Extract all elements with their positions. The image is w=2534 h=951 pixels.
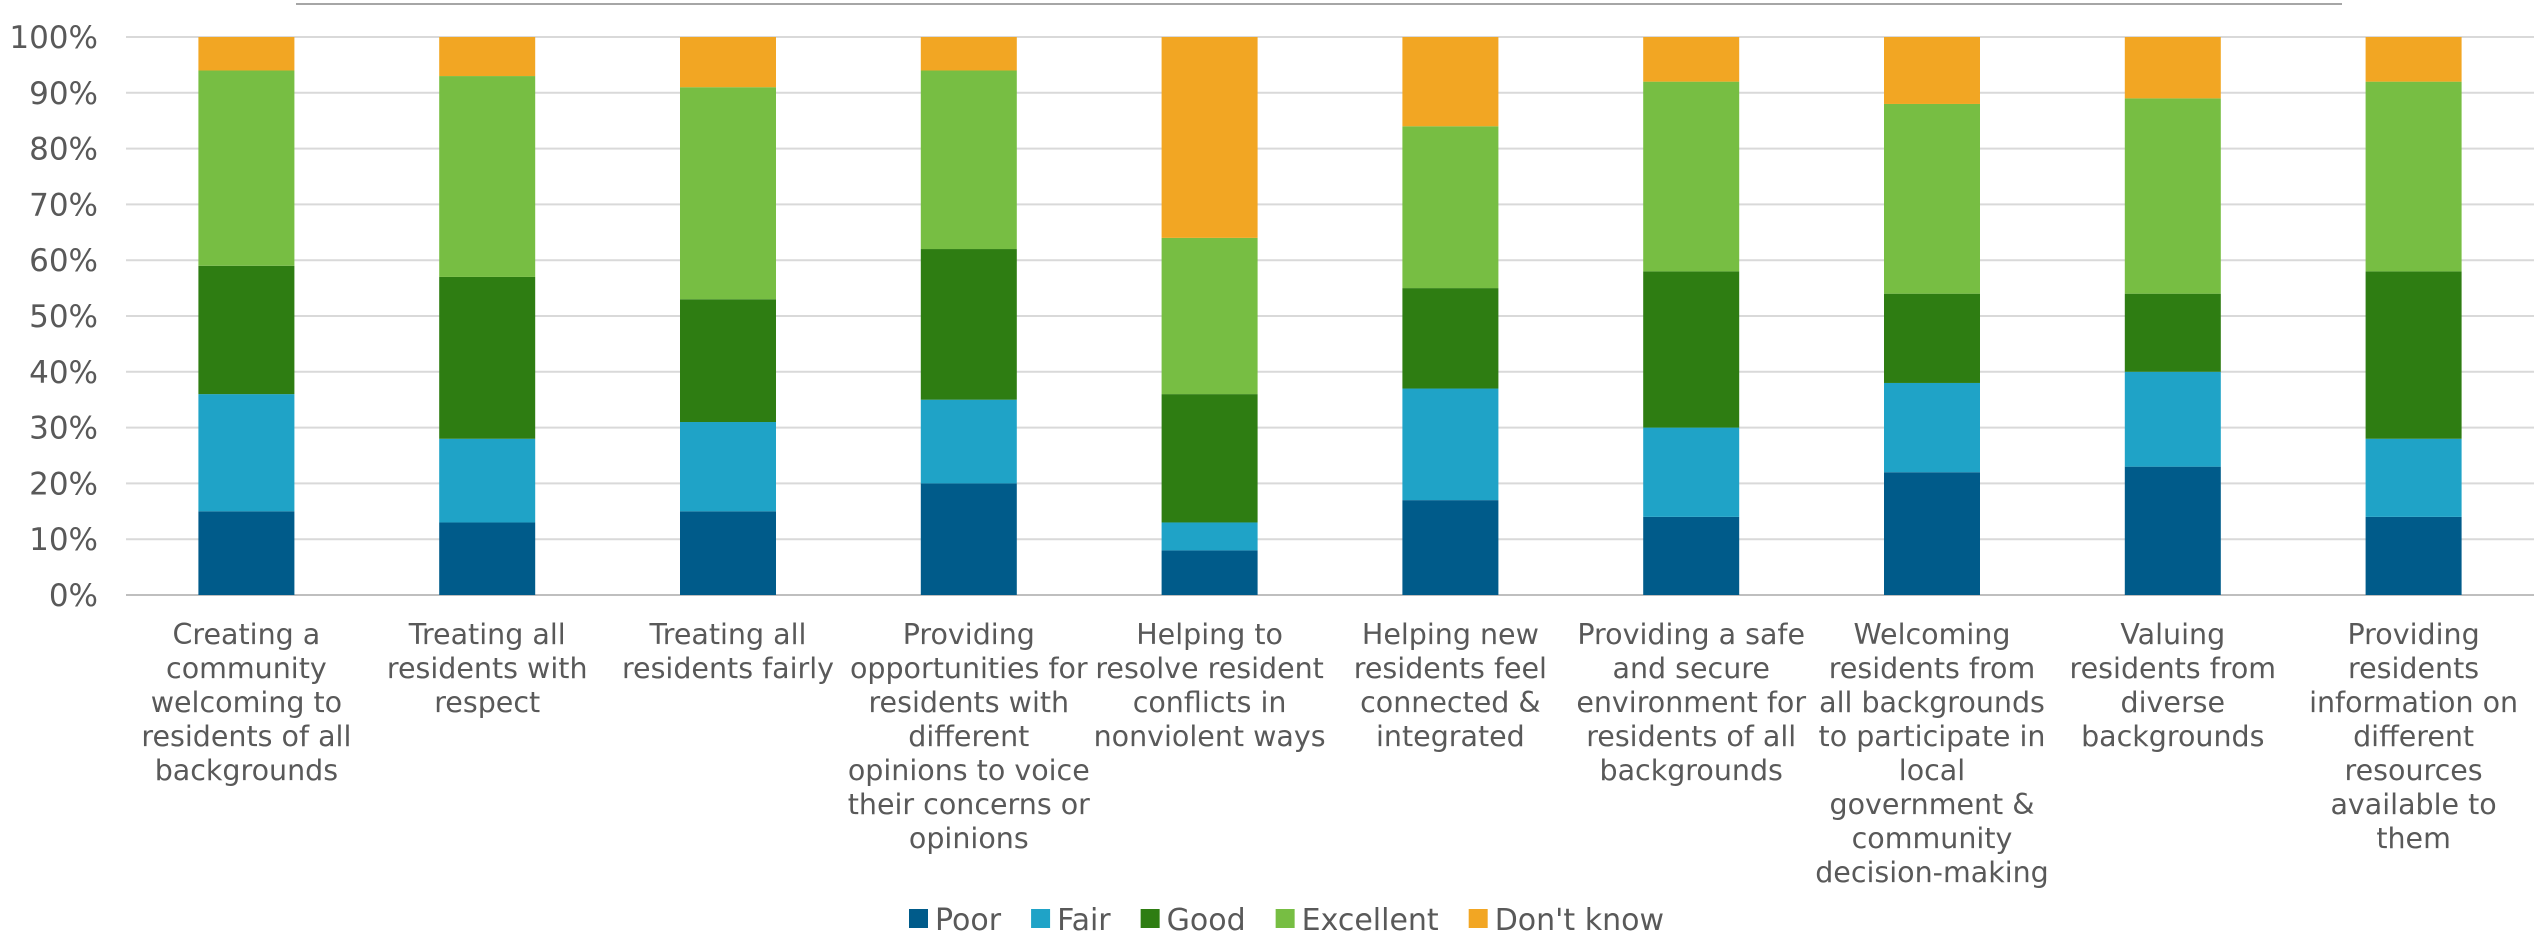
bar-segment xyxy=(920,70,1017,250)
x-tick-label: Treating all residents with respect xyxy=(387,618,588,719)
legend-label: Excellent xyxy=(1302,903,1439,938)
bar-segment xyxy=(920,249,1017,400)
x-tick-label: Valuing residents from diverse backgrounds xyxy=(2070,618,2277,753)
bar-segment xyxy=(1884,103,1980,294)
bar-segment xyxy=(439,76,536,277)
bar-segment xyxy=(1161,550,1258,595)
bar-segment xyxy=(439,276,536,439)
bar-segment xyxy=(1884,37,1980,104)
x-tick-label: Helping new residents feel connected & inte… xyxy=(1354,618,1547,753)
bar-segment xyxy=(2124,37,2221,99)
bar-segment xyxy=(680,422,776,512)
legend-swatch xyxy=(909,909,928,928)
bar-segment xyxy=(2365,516,2462,595)
y-tick-label: 60% xyxy=(29,243,98,279)
legend: Poor Fair Good Excellent Don't know xyxy=(909,903,1664,938)
y-tick-label: 100% xyxy=(9,20,98,56)
bar-segment xyxy=(198,511,295,595)
bars xyxy=(198,37,2462,595)
y-tick-label: 90% xyxy=(29,76,98,112)
y-tick-label: 50% xyxy=(29,299,98,335)
y-tick-label: 80% xyxy=(29,132,98,168)
bar-segment xyxy=(1643,271,1740,428)
legend-label: Fair xyxy=(1057,903,1111,938)
bar-segment xyxy=(1161,394,1258,523)
bar-segment xyxy=(198,265,295,395)
bar-segment xyxy=(680,299,776,423)
bar-segment xyxy=(2365,81,2462,272)
bar-segment xyxy=(439,37,536,77)
bar-segment xyxy=(1161,522,1258,551)
y-axis-ticks: 0% 10% 20% 30% 40% 50% 60% 70% 80% 90% 100% xyxy=(9,20,98,614)
bar-segment xyxy=(1643,37,1740,82)
legend-label: Good xyxy=(1167,903,1246,938)
bar-segment xyxy=(680,37,776,88)
x-tick-label: Providing residents information on differen… xyxy=(2309,618,2518,855)
bar-segment xyxy=(2124,371,2221,467)
bar-segment xyxy=(1643,516,1740,595)
bar-segment xyxy=(1884,472,1980,595)
x-tick-label: Providing opportunities for residents with… xyxy=(848,618,1090,855)
legend-swatch xyxy=(1275,909,1295,928)
bar-segment xyxy=(2124,466,2221,595)
y-tick-label: 70% xyxy=(29,187,98,223)
bar-segment xyxy=(439,522,536,595)
y-tick-label: 20% xyxy=(29,466,98,502)
bar-segment xyxy=(1402,37,1499,127)
bar-segment xyxy=(1884,382,1980,473)
bar-segment xyxy=(198,37,295,71)
bar-segment xyxy=(2365,271,2462,439)
bar-segment xyxy=(2124,98,2221,294)
bar-segment xyxy=(2365,37,2462,82)
x-tick-label: Providing a safe and secure environment fo… xyxy=(1576,618,1806,787)
y-tick-label: 10% xyxy=(29,522,98,558)
x-tick-label: Creating a community welcoming to residents… xyxy=(141,618,351,787)
legend-label: Don't know xyxy=(1495,903,1664,938)
x-tick-label: Treating all residents fairly xyxy=(622,618,834,685)
bar-segment xyxy=(1884,293,1980,383)
bar-segment xyxy=(920,399,1017,484)
bar-segment xyxy=(198,70,295,266)
legend-swatch xyxy=(1140,909,1160,928)
legend-label: Poor xyxy=(935,903,1002,938)
bar-segment xyxy=(1402,126,1499,289)
bar-segment xyxy=(920,37,1017,71)
y-tick-label: 40% xyxy=(29,355,98,391)
legend-swatch xyxy=(1468,909,1488,928)
y-tick-label: 30% xyxy=(29,411,98,447)
bar-segment xyxy=(439,438,536,523)
bar-segment xyxy=(1161,37,1258,238)
bar-segment xyxy=(1402,500,1499,595)
bar-segment xyxy=(1402,388,1499,501)
x-axis-labels: Creating a community welcoming to residents… xyxy=(141,618,2518,889)
bar-segment xyxy=(920,483,1017,595)
legend-swatch xyxy=(1031,909,1051,928)
bar-segment xyxy=(1643,81,1740,272)
bar-segment xyxy=(1402,288,1499,389)
bar-segment xyxy=(1161,237,1258,395)
x-tick-label: Helping to resolve resident conflicts in no… xyxy=(1094,618,1326,753)
bar-segment xyxy=(680,511,776,595)
bar-segment xyxy=(680,87,776,300)
bar-segment xyxy=(198,394,295,512)
x-tick-label: Welcoming residents from all backgrounds to… xyxy=(1815,618,2049,889)
bar-segment xyxy=(1643,427,1740,517)
bar-segment xyxy=(2124,293,2221,372)
y-tick-label: 0% xyxy=(49,578,98,614)
bar-segment xyxy=(2365,438,2462,517)
